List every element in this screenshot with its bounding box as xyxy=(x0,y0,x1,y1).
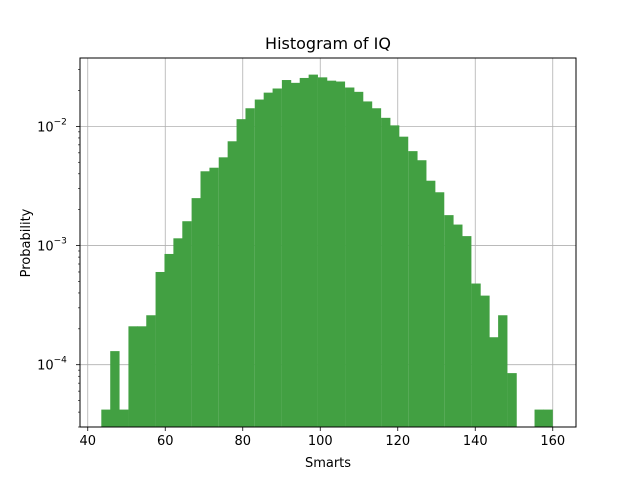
histogram-bar xyxy=(236,119,246,428)
histogram-bar xyxy=(200,171,210,427)
x-axis-ticks: 40 60 80 100 120 140 160 xyxy=(79,427,565,449)
histogram-bar xyxy=(227,141,237,427)
histogram-bar xyxy=(218,157,229,427)
y-tick-label: 10−3 xyxy=(37,237,67,255)
y-axis-label: Probability xyxy=(19,208,34,277)
histogram-bar xyxy=(489,337,499,427)
histogram-bar xyxy=(326,80,337,427)
histogram-bar xyxy=(254,99,265,427)
histogram-bar xyxy=(335,81,346,427)
histogram-bar xyxy=(498,315,508,427)
x-tick-label: 120 xyxy=(385,434,410,449)
histogram-bar xyxy=(209,167,219,427)
histogram-bar xyxy=(462,236,472,427)
histogram-bar xyxy=(371,108,382,427)
histogram-bar xyxy=(471,283,481,427)
x-tick-label: 40 xyxy=(79,434,96,449)
histogram-bar xyxy=(146,315,156,427)
histogram-bar xyxy=(155,271,165,427)
histogram-bar xyxy=(191,198,201,427)
histogram-bar xyxy=(182,221,192,427)
histogram-bar xyxy=(381,117,391,427)
histogram-bar xyxy=(164,253,174,427)
histogram-bar xyxy=(362,101,373,427)
histogram-bar xyxy=(110,351,120,427)
histogram-bar xyxy=(417,160,427,427)
histogram-bars xyxy=(101,74,553,428)
histogram-bar xyxy=(308,74,318,428)
histogram-bar xyxy=(173,238,183,427)
histogram-bar xyxy=(398,136,409,427)
histogram-bar xyxy=(444,215,454,427)
histogram-bar xyxy=(263,92,274,428)
histogram-bar xyxy=(480,295,490,427)
y-tick-label: 10−4 xyxy=(37,356,67,374)
x-axis-label: Smarts xyxy=(305,456,351,471)
x-tick-label: 100 xyxy=(308,434,333,449)
histogram-bar xyxy=(345,87,355,428)
histogram-bar xyxy=(299,77,310,428)
histogram-bar xyxy=(281,80,292,427)
histogram-bar xyxy=(507,373,517,427)
y-axis-ticks: 10−4 10−3 10−2 xyxy=(37,69,80,428)
histogram-bar xyxy=(119,409,129,427)
plot-frame xyxy=(79,57,577,428)
histogram-bar xyxy=(353,91,364,427)
histogram-bar xyxy=(317,77,328,427)
x-tick-label: 140 xyxy=(463,434,488,449)
histogram-bar xyxy=(534,409,544,427)
histogram-bar xyxy=(543,409,553,427)
x-tick-label: 160 xyxy=(540,434,565,449)
histogram-bar xyxy=(426,180,436,427)
chart-title: Histogram of IQ xyxy=(265,34,391,53)
histogram-bar xyxy=(101,409,111,427)
histogram-bar xyxy=(390,125,400,427)
histogram-bar xyxy=(434,192,445,427)
x-tick-label: 80 xyxy=(234,434,251,449)
histogram-bar xyxy=(245,108,255,427)
x-tick-label: 60 xyxy=(157,434,174,449)
histogram-bar xyxy=(290,82,301,427)
histogram-bar xyxy=(137,326,147,427)
histogram-bar xyxy=(272,88,282,427)
histogram-bar xyxy=(453,224,463,427)
histogram-bar xyxy=(128,326,138,427)
y-tick-label: 10−2 xyxy=(37,117,67,135)
histogram-bar xyxy=(408,151,418,427)
